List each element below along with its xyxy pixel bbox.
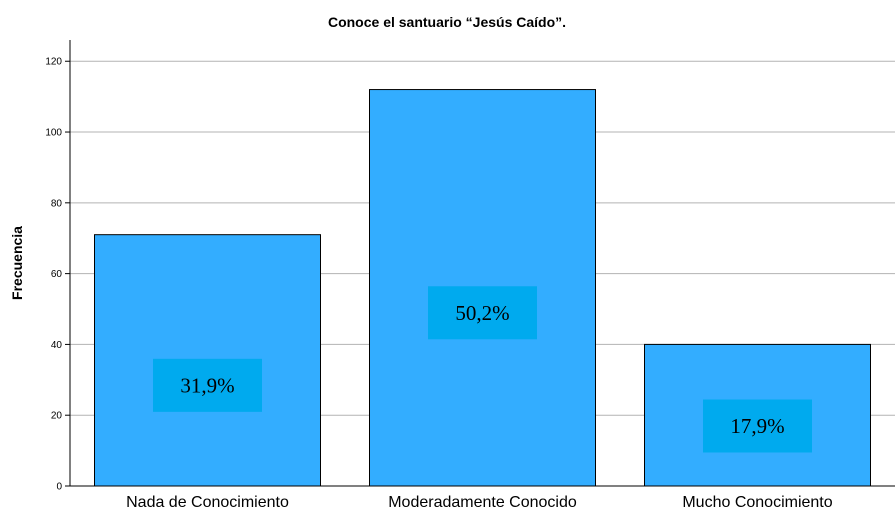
data-label-box — [153, 358, 262, 412]
x-tick-label: Moderadamente Conocido — [388, 494, 577, 510]
data-label: 17,9% — [730, 414, 784, 438]
x-tick-label: Mucho Conocimiento — [682, 494, 832, 510]
data-label-box — [428, 286, 537, 340]
y-tick-label: 60 — [51, 269, 63, 280]
data-labels: 31,9% 50,2% 17,9% — [153, 286, 812, 453]
y-tick-label: 20 — [51, 411, 63, 422]
y-tick-label: 0 — [56, 482, 62, 493]
axes: 0 20 40 60 80 100 120 Nada de Conocimiento Moder… — [45, 40, 895, 510]
data-label: 50,2% — [455, 301, 509, 325]
y-tick-label: 100 — [45, 128, 62, 139]
y-tick-label: 80 — [51, 198, 63, 209]
y-axis-label: Frecuencia — [9, 226, 25, 300]
x-tick-label: Nada de Conocimiento — [126, 494, 289, 510]
y-tick-label: 40 — [51, 340, 63, 351]
data-label-box — [703, 399, 812, 453]
chart-title: Conoce el santuario “Jesús Caído”. — [328, 14, 566, 30]
data-label: 31,9% — [180, 373, 234, 397]
y-tick-label: 120 — [45, 57, 62, 68]
